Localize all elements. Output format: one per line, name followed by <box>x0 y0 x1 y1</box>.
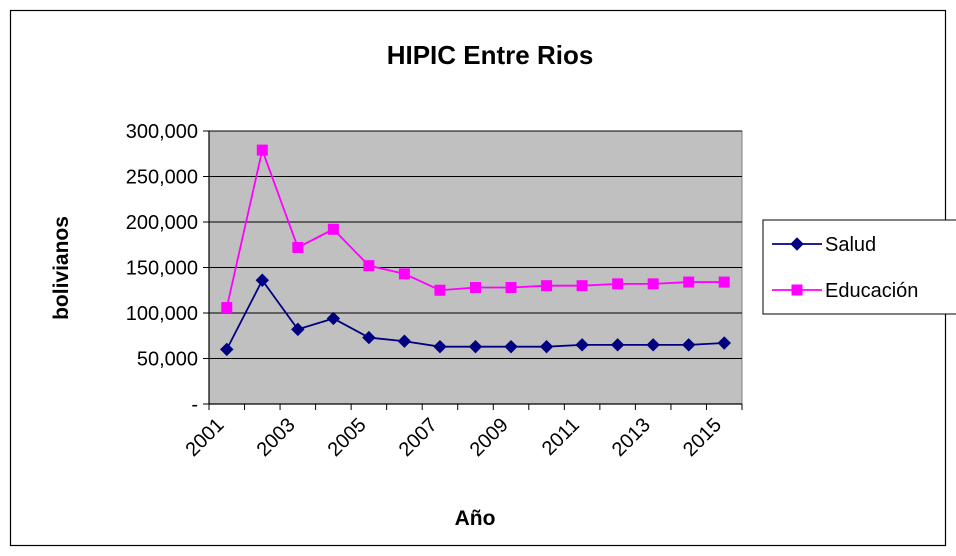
data-point <box>470 282 481 294</box>
data-point <box>575 338 589 352</box>
data-point <box>468 339 483 354</box>
data-point <box>221 302 233 314</box>
data-point <box>647 278 659 290</box>
y-tick-labels: - 50,000 100,000 150,000 200,000 250,000 300,0… <box>126 121 198 416</box>
x-axis-title: Año <box>455 507 496 530</box>
data-point <box>434 284 446 296</box>
data-point <box>681 338 696 352</box>
y-axis-title: bolivianos <box>50 216 73 320</box>
data-point <box>717 336 731 350</box>
data-point <box>683 276 695 288</box>
legend-label: Educación <box>825 280 918 302</box>
y-tick-label: 50,000 <box>137 349 198 371</box>
data-point <box>363 260 375 272</box>
y-tick-label: 100,000 <box>126 303 198 325</box>
legend-swatch-marker <box>790 237 804 251</box>
gridlines <box>209 130 742 359</box>
chart-title: HIPIC Entre Rios <box>387 40 594 70</box>
y-tick-label: 200,000 <box>126 212 198 234</box>
y-tick-label: - <box>191 394 198 416</box>
data-point <box>220 342 234 357</box>
y-tick-label: 300,000 <box>126 121 198 143</box>
legend-item: Educación <box>772 280 918 302</box>
data-point <box>505 282 517 294</box>
data-point <box>539 339 554 354</box>
data-point <box>256 144 268 156</box>
data-point <box>646 338 660 352</box>
data-point <box>291 322 305 337</box>
data-point <box>362 330 376 345</box>
data-point <box>612 278 624 290</box>
data-point <box>292 241 304 253</box>
data-point <box>718 276 730 288</box>
legend-label: Salud <box>825 234 876 256</box>
data-point <box>398 268 410 280</box>
data-point <box>541 280 553 292</box>
data-point <box>327 223 339 235</box>
data-point <box>504 339 518 354</box>
legend-items: Salud Educación <box>772 234 918 302</box>
data-point <box>255 273 270 287</box>
series-salud <box>220 273 731 357</box>
data-point <box>610 338 625 352</box>
series-layer <box>220 144 731 357</box>
series-educacion <box>221 144 730 314</box>
data-point <box>326 311 341 326</box>
y-tick-label: 150,000 <box>126 258 198 280</box>
y-tick-label: 250,000 <box>126 167 198 189</box>
legend-box <box>762 219 956 315</box>
data-point <box>433 339 447 354</box>
data-point <box>397 334 412 348</box>
axes <box>203 130 743 410</box>
legend: Salud Educación <box>762 219 956 315</box>
legend-swatch-marker <box>791 284 803 296</box>
legend-item: Salud <box>772 234 876 256</box>
data-point <box>576 280 588 292</box>
